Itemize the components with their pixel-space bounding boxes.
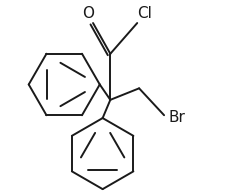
Text: Cl: Cl	[137, 6, 152, 21]
Text: Br: Br	[168, 110, 185, 125]
Text: O: O	[82, 6, 94, 21]
